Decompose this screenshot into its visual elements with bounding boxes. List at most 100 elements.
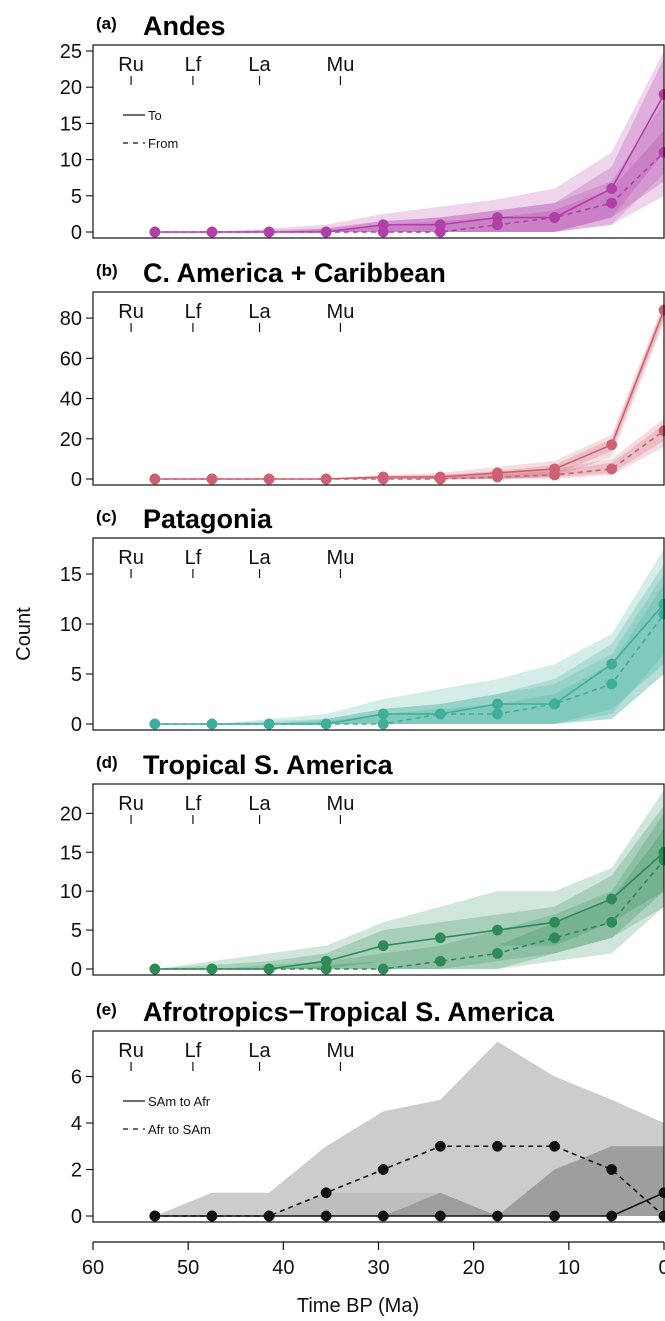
epoch-label-mu: Mu: [327, 301, 355, 323]
band-to-inner: [154, 58, 664, 232]
panel-title: Tropical S. America: [143, 750, 394, 780]
panel-frame: [92, 1030, 665, 1223]
data-point: [434, 955, 446, 967]
data-point: [320, 718, 332, 730]
y-tick-label: 25: [60, 41, 82, 63]
panel-frame: [92, 783, 665, 976]
y-tick-label: 0: [71, 469, 82, 491]
data-point: [606, 183, 618, 195]
data-point: [606, 678, 618, 690]
panel-a: (a) Andes 0 5 10 15 20 25 Ru Lf La Mu To From: [60, 11, 665, 244]
data-point: [320, 963, 332, 975]
data-point: [320, 1187, 332, 1199]
panel-title: Afrotropics−Tropical S. America: [143, 997, 555, 1027]
data-point: [263, 473, 275, 485]
epoch-label-ru: Ru: [118, 301, 144, 323]
epoch-label-lf: Lf: [185, 301, 202, 323]
data-point: [149, 473, 161, 485]
band-from-outer: [154, 1041, 664, 1216]
epoch-label-la: La: [248, 793, 271, 815]
epoch-label-lf: Lf: [185, 793, 202, 815]
y-tick-label: 5: [71, 186, 82, 208]
panel-title: C. America + Caribbean: [143, 258, 446, 288]
y-tick-label: 2: [71, 1160, 82, 1182]
panel-letter: (b): [96, 261, 118, 280]
data-point: [549, 469, 561, 481]
data-point: [434, 473, 446, 485]
data-point: [320, 473, 332, 485]
data-point: [206, 473, 218, 485]
epoch-label-la: La: [248, 547, 271, 569]
panel-frame: [92, 537, 665, 731]
x-tick-label: 60: [82, 1257, 104, 1279]
data-point: [434, 1210, 446, 1222]
data-point: [263, 718, 275, 730]
data-point: [320, 1210, 332, 1222]
data-point: [149, 718, 161, 730]
y-tick-label: 4: [71, 1113, 82, 1135]
band-from-inner: [154, 584, 664, 724]
data-point: [377, 940, 389, 952]
epoch-label-ru: Ru: [118, 54, 144, 76]
panel-title: Andes: [143, 11, 226, 41]
y-tick-label: 15: [60, 842, 82, 864]
data-point: [606, 1210, 618, 1222]
confidence-bands: [154, 51, 664, 233]
data-point: [549, 1210, 561, 1222]
data-point: [492, 1140, 503, 1152]
panel-letter: (e): [96, 1000, 117, 1019]
data-point: [149, 963, 161, 975]
confidence-bands: [154, 1041, 664, 1216]
y-tick-label: 5: [71, 920, 82, 942]
panel-b: (b) C. America + Caribbean 0 20 40 60 80 Ru Lf La…: [60, 258, 665, 491]
data-point: [377, 226, 389, 238]
epoch-label-mu: Mu: [327, 547, 355, 569]
data-point: [606, 439, 618, 451]
legend-label: From: [148, 136, 178, 151]
panel-c: (c) Patagonia 0 5 10 15 Ru Lf La Mu: [60, 504, 665, 736]
y-tick-label: 15: [60, 113, 82, 135]
panel-e: (e) Afrotropics−Tropical S. America 0 2 4 6 Ru…: [71, 997, 665, 1228]
data-point: [549, 698, 561, 710]
y-tick-label: 40: [60, 389, 82, 411]
x-tick-label: 10: [558, 1257, 580, 1279]
data-point: [492, 947, 503, 959]
y-tick-label: 0: [71, 1206, 82, 1228]
data-point: [606, 916, 618, 928]
data-point: [434, 708, 446, 720]
epoch-label-la: La: [248, 54, 271, 76]
y-axis-title: Count: [13, 607, 35, 661]
band-to-outer: [154, 549, 664, 724]
data-point: [492, 1210, 503, 1222]
series-line-dashed: [154, 859, 665, 970]
panel-letter: (c): [96, 507, 117, 526]
data-point: [263, 226, 275, 238]
data-point: [377, 963, 389, 975]
x-tick-label: 0: [658, 1257, 665, 1279]
x-axis-title: Time BP (Ma): [297, 1295, 419, 1317]
data-point: [377, 1210, 389, 1222]
y-tick-label: 15: [60, 564, 82, 586]
data-point: [606, 197, 618, 209]
data-point: [263, 963, 275, 975]
data-point: [549, 212, 561, 223]
y-tick-label: 5: [71, 664, 82, 686]
data-point: [206, 1210, 218, 1222]
y-tick-label: 10: [60, 881, 82, 903]
series-line-dashed: [154, 430, 665, 480]
y-tick-label: 10: [60, 150, 82, 172]
x-tick-label: 50: [177, 1257, 199, 1279]
panel-frame: [92, 44, 665, 239]
data-point: [263, 1210, 275, 1222]
legend-label: To: [148, 108, 162, 123]
data-point: [492, 471, 503, 483]
band-from-outer: [154, 101, 664, 233]
y-tick-label: 20: [60, 77, 82, 99]
data-point: [549, 916, 561, 928]
band-from-outer: [154, 574, 664, 724]
y-tick-label: 80: [60, 308, 82, 330]
epoch-label-mu: Mu: [327, 793, 355, 815]
data-point: [377, 1164, 389, 1175]
panel-title: Patagonia: [143, 504, 273, 534]
